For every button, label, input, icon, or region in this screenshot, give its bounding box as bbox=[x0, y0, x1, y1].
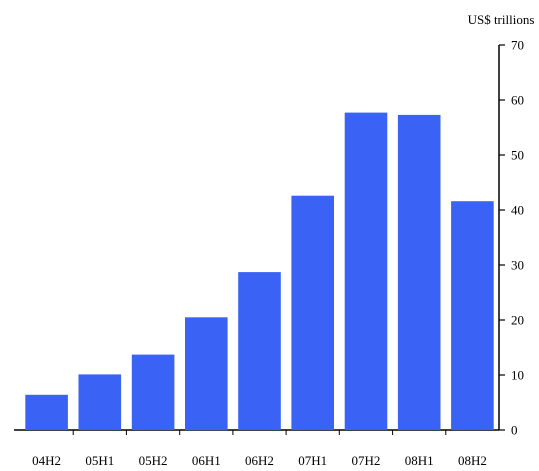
bar-08H1 bbox=[397, 114, 441, 431]
bar-06H1 bbox=[185, 317, 228, 431]
x-tick-label: 07H2 bbox=[351, 453, 380, 468]
x-tick-label: 06H2 bbox=[245, 453, 274, 468]
y-tick-label: 60 bbox=[511, 93, 524, 108]
y-tick-label: 40 bbox=[511, 203, 524, 218]
bar-05H1 bbox=[78, 374, 122, 430]
x-tick-label: 04H2 bbox=[32, 453, 61, 468]
y-tick-label: 70 bbox=[511, 38, 524, 53]
bar-04H2 bbox=[25, 394, 68, 430]
y-tick-label: 0 bbox=[511, 423, 518, 438]
y-axis-unit-label: US$ trillions bbox=[468, 12, 535, 27]
y-tick-label: 10 bbox=[511, 368, 524, 383]
y-ticks-group: 0 10 20 30 40 50 60 70 bbox=[499, 38, 524, 438]
x-tick-label: 07H1 bbox=[298, 453, 327, 468]
x-tick-label: 06H1 bbox=[192, 453, 221, 468]
bar-07H1 bbox=[291, 195, 334, 430]
y-tick-label: 50 bbox=[511, 148, 524, 163]
y-tick-label: 20 bbox=[511, 313, 524, 328]
x-tick-label: 08H1 bbox=[405, 453, 434, 468]
x-labels-group: 04H2 05H1 05H2 06H1 06H2 07H1 07H2 08H1 08H2 bbox=[32, 430, 487, 468]
bars-group bbox=[25, 112, 494, 431]
bar-08H2 bbox=[451, 201, 494, 430]
y-tick-label: 30 bbox=[511, 258, 524, 273]
bar-07H2 bbox=[344, 112, 388, 430]
bar-06H2 bbox=[238, 272, 281, 430]
x-tick-label: 08H2 bbox=[458, 453, 487, 468]
x-tick-label: 05H1 bbox=[85, 453, 114, 468]
x-tick-label: 05H2 bbox=[139, 453, 168, 468]
bar-05H2 bbox=[131, 354, 175, 430]
